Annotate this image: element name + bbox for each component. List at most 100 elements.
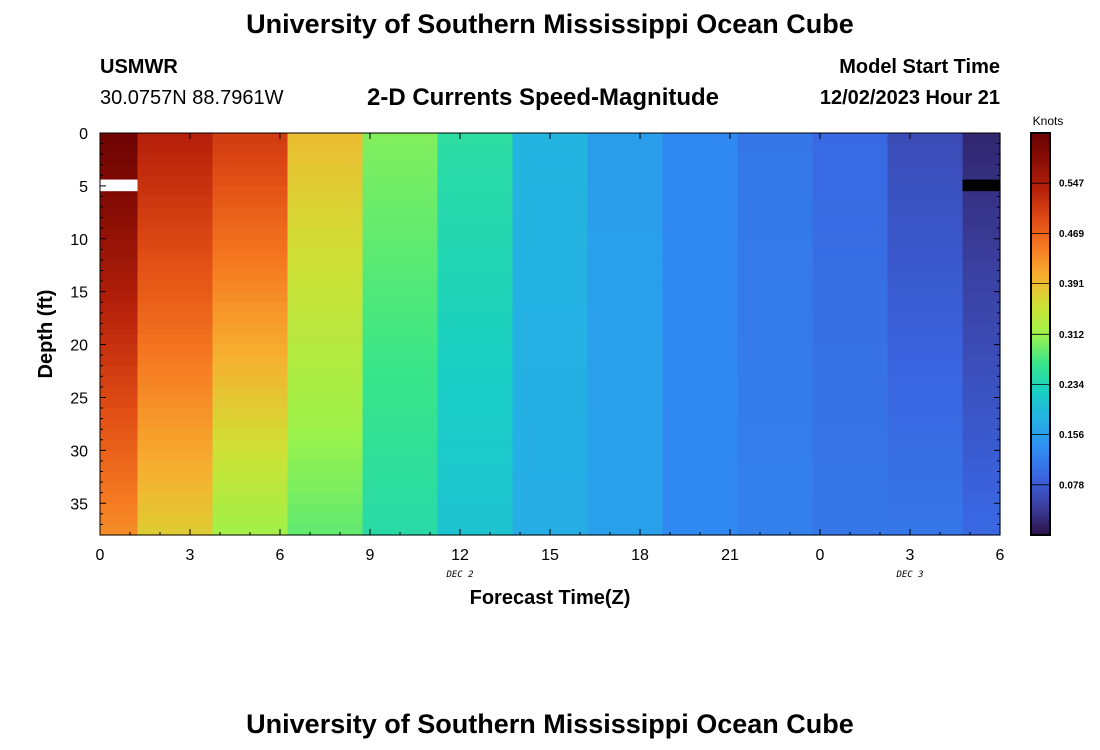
heatmap-cell [137, 323, 214, 335]
heatmap-cell [437, 302, 514, 314]
heatmap-cell [137, 259, 214, 272]
heatmap-cell [212, 482, 289, 494]
heatmap-cell [100, 228, 139, 240]
heatmap-cell [662, 376, 739, 388]
heatmap-cell [662, 207, 739, 219]
heatmap-cell [662, 175, 739, 187]
heatmap-cell [962, 397, 1001, 409]
heatmap-cell [737, 228, 814, 240]
heatmap-cell [137, 133, 214, 145]
heatmap-cell [812, 376, 889, 388]
heatmap-cell [437, 185, 514, 198]
heatmap-cell [212, 471, 289, 483]
heatmap-cell [962, 503, 1001, 515]
heatmap-cell [587, 450, 664, 462]
heatmap-cell [137, 397, 214, 409]
heatmap-cell [137, 471, 214, 483]
model-start-value: 12/02/2023 Hour 21 [819, 87, 1000, 109]
heatmap-cell [512, 439, 589, 451]
heatmap-cell [812, 302, 889, 314]
heatmap-cell [287, 291, 364, 303]
heatmap-cell [737, 281, 814, 293]
heatmap-cell [512, 386, 589, 399]
heatmap-cell [512, 154, 589, 166]
heatmap-cell [662, 460, 739, 473]
heatmap-cell [100, 482, 139, 494]
heatmap-cell [287, 259, 364, 272]
heatmap-cell [887, 429, 964, 441]
heatmap-cell [512, 450, 589, 462]
heatmap-cell [587, 259, 664, 272]
heatmap-cell [737, 249, 814, 261]
heatmap-cell [512, 397, 589, 409]
heatmap-cell [137, 492, 214, 504]
heatmap-cell [137, 207, 214, 219]
heatmap-cells [100, 133, 1001, 536]
heatmap-cell [437, 312, 514, 325]
heatmap-cell [100, 386, 139, 399]
heatmap-cell [812, 450, 889, 462]
heatmap-cell [287, 418, 364, 430]
heatmap-cell [362, 355, 439, 367]
heatmap-cell [287, 133, 364, 145]
heatmap-cell [287, 386, 364, 399]
heatmap-cell [287, 503, 364, 515]
heatmap-cell [887, 281, 964, 293]
heatmap-cell [962, 482, 1001, 494]
heatmap-cell [137, 302, 214, 314]
heatmap-cell [287, 270, 364, 282]
heatmap-cell [587, 460, 664, 473]
heatmap-cell [212, 291, 289, 303]
heatmap-cell [587, 418, 664, 430]
heatmap-cell [737, 302, 814, 314]
x-tick-label: 0 [816, 547, 825, 564]
heatmap-cell [512, 323, 589, 335]
heatmap-cell [137, 175, 214, 187]
heatmap-cell [812, 259, 889, 272]
heatmap-cell [812, 344, 889, 356]
heatmap-cell [662, 492, 739, 504]
heatmap-cell [587, 355, 664, 367]
heatmap-cell [662, 312, 739, 325]
heatmap-cell [212, 281, 289, 293]
heatmap-cell [662, 355, 739, 367]
heatmap-cell [362, 397, 439, 409]
heatmap-cell [362, 270, 439, 282]
heatmap-cell [737, 323, 814, 335]
heatmap-cell [962, 207, 1001, 219]
heatmap-cell [437, 344, 514, 356]
heatmap-cell [662, 185, 739, 198]
heatmap-cell [662, 386, 739, 399]
heatmap-cell [212, 228, 289, 240]
heatmap-cell [662, 291, 739, 303]
heatmap-cell [887, 386, 964, 399]
heatmap-cell [512, 175, 589, 187]
heatmap-cell [962, 238, 1001, 250]
heatmap-cell [287, 281, 364, 293]
heatmap-cell [100, 450, 139, 462]
heatmap-cell [587, 249, 664, 261]
heatmap-cell [100, 429, 139, 441]
heatmap-cell [737, 524, 814, 536]
heatmap-cell [137, 503, 214, 515]
heatmap-cell [512, 270, 589, 282]
heatmap-cell [812, 143, 889, 155]
heatmap-cell [137, 344, 214, 356]
heatmap-cell [587, 365, 664, 377]
heatmap-cell [962, 133, 1001, 145]
heatmap-cell [212, 164, 289, 176]
heatmap-cell [512, 291, 589, 303]
heatmap-cell [287, 408, 364, 420]
heatmap-cell [100, 270, 139, 282]
heatmap-cell [362, 418, 439, 430]
heatmap-cell [137, 355, 214, 367]
heatmap-cell [512, 217, 589, 229]
heatmap-cell [512, 503, 589, 515]
heatmap-cell [437, 418, 514, 430]
heatmap-cell [512, 207, 589, 219]
heatmap-cell [100, 397, 139, 409]
heatmap-cell [587, 492, 664, 504]
heatmap-cell [212, 270, 289, 282]
heatmap-cell [287, 344, 364, 356]
